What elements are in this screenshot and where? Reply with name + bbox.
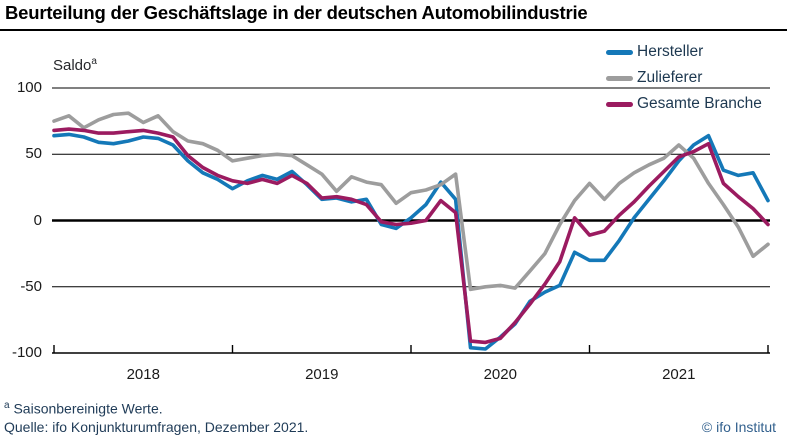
legend-item-zulieferer: Zulieferer — [606, 65, 762, 91]
copyright: © ifo Institut — [701, 419, 776, 435]
y-tick-label: 100 — [16, 79, 42, 96]
legend-label: Gesamte Branche — [637, 95, 762, 112]
legend-label: Zulieferer — [637, 69, 703, 86]
footnote-superscript: a — [4, 400, 10, 411]
footnote: a Saisonbereinigte Werte. — [4, 400, 163, 417]
legend-swatch-icon — [606, 49, 633, 55]
y-axis-unit-label: Saldoa — [53, 56, 97, 74]
y-tick-label: 0 — [33, 211, 42, 229]
x-tick-label-2018: 2018 — [126, 366, 160, 383]
legend-item-hersteller: Hersteller — [606, 39, 762, 65]
y-axis-unit-superscript: a — [91, 56, 97, 67]
x-tick-label-2021: 2021 — [662, 366, 696, 383]
series-line-zulieferer — [52, 111, 770, 292]
legend-item-gesamte-branche: Gesamte Branche — [606, 91, 762, 117]
legend-swatch-icon — [606, 101, 633, 107]
legend: Hersteller Zulieferer Gesamte Branche — [606, 39, 762, 117]
legend-swatch-icon — [606, 75, 633, 81]
y-axis-unit-text: Saldo — [53, 57, 92, 74]
source-line: Quelle: ifo Konjunkturumfragen, Dezember… — [4, 419, 309, 435]
chart-title: Beurteilung der Geschäftslage in der deu… — [5, 2, 588, 23]
x-tick-label-2020: 2020 — [483, 366, 517, 383]
y-tick-label: 50 — [25, 145, 42, 163]
series-line-hersteller — [52, 132, 770, 351]
title-rule — [0, 29, 787, 31]
y-tick-label: -50 — [20, 277, 42, 295]
legend-label: Hersteller — [637, 43, 704, 60]
x-tick-label-2019: 2019 — [305, 366, 339, 383]
y-tick-label: -100 — [11, 344, 42, 361]
series-line-gesamte-branche — [52, 127, 770, 345]
footnote-text: Saisonbereinigte Werte. — [13, 400, 163, 417]
